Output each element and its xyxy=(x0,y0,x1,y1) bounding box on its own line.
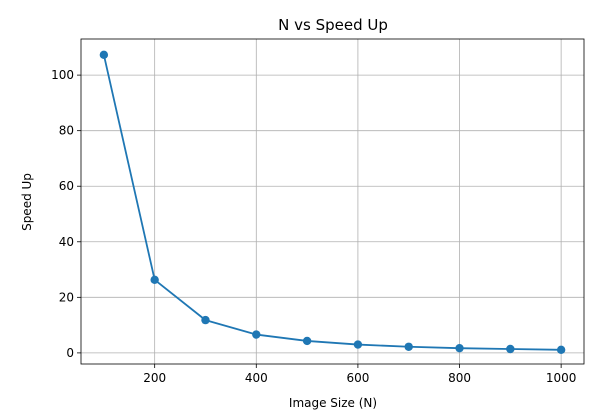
data-point xyxy=(99,50,109,60)
data-point xyxy=(252,330,261,339)
plot-area xyxy=(81,39,584,364)
series-layer xyxy=(99,50,566,355)
data-point xyxy=(150,275,159,285)
data-point xyxy=(506,344,515,354)
x-tick-label: 400 xyxy=(245,371,268,385)
ticks: 200 400 600 800 1000 0 20 40 60 80 100 xyxy=(51,68,576,385)
y-tick-label: 20 xyxy=(59,290,74,304)
y-tick-label: 40 xyxy=(59,235,74,249)
data-point xyxy=(302,336,312,346)
y-tick-label: 100 xyxy=(51,68,74,82)
y-tick-label: 80 xyxy=(59,124,74,138)
plot-frame xyxy=(80,38,585,365)
data-point xyxy=(556,345,566,355)
x-tick-label: 1000 xyxy=(546,371,577,385)
data-point xyxy=(455,343,464,353)
grid xyxy=(81,39,584,364)
x-tick-label: 600 xyxy=(346,371,369,385)
x-tick-label: 800 xyxy=(448,371,471,385)
y-tick-label: 0 xyxy=(66,346,74,360)
y-tick-label: 60 xyxy=(59,179,74,193)
data-point xyxy=(201,315,210,325)
data-point xyxy=(353,340,363,349)
chart-title: N vs Speed Up xyxy=(278,16,388,34)
x-axis-label: Image Size (N) xyxy=(289,396,377,410)
y-axis-label: Speed Up xyxy=(20,173,34,231)
x-tick-label: 200 xyxy=(143,371,166,385)
data-point xyxy=(404,342,413,351)
series-line xyxy=(102,53,563,351)
